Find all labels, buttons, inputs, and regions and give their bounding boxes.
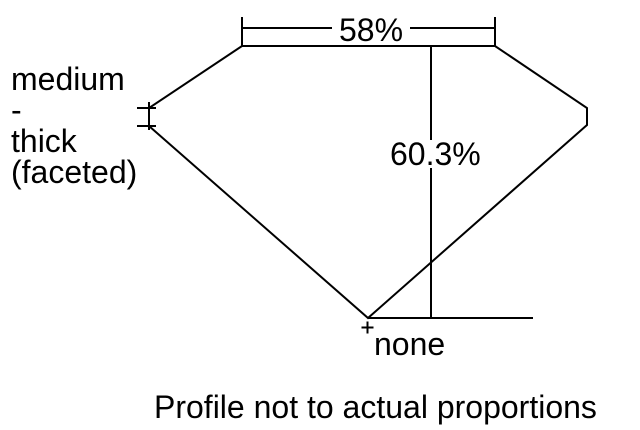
girdle-label-line-3: thick — [11, 123, 77, 159]
caption-text: Profile not to actual proportions — [154, 389, 597, 425]
girdle-label-line-1: medium — [11, 61, 125, 97]
girdle-label-line-4: (faceted) — [11, 154, 138, 190]
culet-label: none — [374, 326, 446, 362]
girdle-label-line-2: - — [11, 92, 22, 128]
diamond-outline — [148, 45, 588, 320]
table-width-label: 58% — [332, 14, 411, 46]
culet-cross-marker — [361, 321, 374, 334]
girdle-thickness-label: medium - thick (faceted) — [11, 61, 138, 190]
depth-percent-label: 60.3% — [388, 136, 483, 172]
